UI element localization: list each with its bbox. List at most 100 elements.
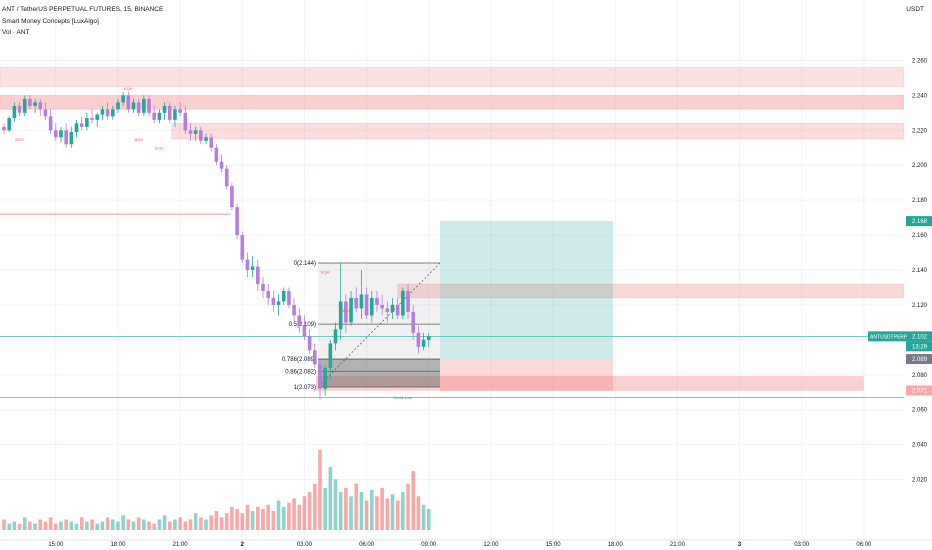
candle[interactable] [204,137,208,141]
candle[interactable] [17,105,22,113]
candle[interactable] [136,102,141,113]
price-axis[interactable] [904,0,932,550]
candle[interactable] [411,311,416,333]
candle[interactable] [256,266,260,284]
candle[interactable] [167,105,172,120]
volume-bar [354,483,359,530]
candle[interactable] [401,290,405,316]
candle[interactable] [369,297,374,316]
candle[interactable] [69,132,74,145]
candle[interactable] [271,297,276,305]
candle[interactable] [214,147,219,162]
candle[interactable] [38,102,43,110]
candle[interactable] [421,339,426,347]
candle[interactable] [79,123,84,127]
candle[interactable] [276,301,281,305]
candle[interactable] [235,207,239,236]
candle[interactable] [230,186,234,208]
candle[interactable] [28,98,32,106]
candle[interactable] [199,130,203,141]
candle[interactable] [245,259,250,270]
candle[interactable] [313,350,317,365]
candle[interactable] [349,297,353,323]
candle[interactable] [64,130,68,145]
candle[interactable] [390,304,395,312]
candle[interactable] [287,290,291,305]
volume-bar [344,487,348,530]
candle[interactable] [266,290,270,298]
candle[interactable] [173,109,177,120]
candle[interactable] [7,118,11,131]
candle[interactable] [85,118,89,127]
smc-label: EQH [321,269,330,274]
candle[interactable] [307,336,312,351]
candle[interactable] [219,161,224,169]
candle[interactable] [59,130,63,138]
candle[interactable] [224,168,229,187]
position-stop-zone[interactable] [440,359,613,391]
candle[interactable] [359,294,364,309]
candle[interactable] [43,109,48,117]
candle[interactable] [116,102,120,110]
candle[interactable] [250,266,255,270]
candle[interactable] [110,109,115,117]
candle[interactable] [162,105,167,113]
volume-bar [276,500,281,530]
candle[interactable] [338,301,343,330]
indicator-volume-label[interactable]: Vol · ANT [2,29,30,36]
volume-bar [38,519,43,530]
price-axis-tick: 2.040 [912,443,928,449]
candle[interactable] [406,290,410,312]
candle[interactable] [364,294,369,316]
candle[interactable] [178,109,182,113]
candle[interactable] [375,297,379,305]
candle[interactable] [333,329,338,344]
candle[interactable] [395,304,400,316]
candle[interactable] [22,98,27,113]
candle[interactable] [426,336,431,340]
candle[interactable] [209,137,213,148]
candle[interactable] [105,109,110,117]
candle[interactable] [126,95,131,110]
candle[interactable] [2,126,6,131]
candle[interactable] [193,130,198,134]
candle[interactable] [152,112,157,120]
candle[interactable] [261,283,265,291]
candle[interactable] [281,290,286,302]
time-axis-tick: 03:00 [794,542,810,548]
candle[interactable] [318,364,322,389]
candle[interactable] [90,118,94,120]
candle[interactable] [416,332,421,347]
candle[interactable] [121,95,125,103]
indicator-smc-label[interactable]: Smart Money Concepts [LuxAlgo] [2,18,99,25]
candle[interactable] [328,343,333,368]
candle[interactable] [100,109,105,115]
candle[interactable] [131,102,136,110]
candle[interactable] [142,98,146,113]
candle[interactable] [302,325,307,337]
candle[interactable] [157,112,162,120]
candle[interactable] [12,105,17,119]
smc-label: EQH [124,86,133,91]
candle[interactable] [292,304,296,316]
candle[interactable] [344,301,348,323]
candle[interactable] [385,308,390,312]
candle[interactable] [297,315,302,326]
candle[interactable] [48,116,53,131]
candle[interactable] [95,114,100,120]
candle[interactable] [147,98,151,113]
volume-bar [349,496,353,530]
candle[interactable] [188,130,193,134]
position-target-zone[interactable] [440,221,613,360]
candle[interactable] [74,123,79,133]
fib-level-label: 0(2.144) [294,261,316,267]
candle[interactable] [54,130,58,138]
candle[interactable] [240,235,245,260]
candle[interactable] [354,297,359,309]
volume-bar [416,496,421,530]
candle[interactable] [323,367,327,389]
candle[interactable] [183,112,188,131]
candle[interactable] [380,304,384,309]
candle[interactable] [33,102,37,106]
